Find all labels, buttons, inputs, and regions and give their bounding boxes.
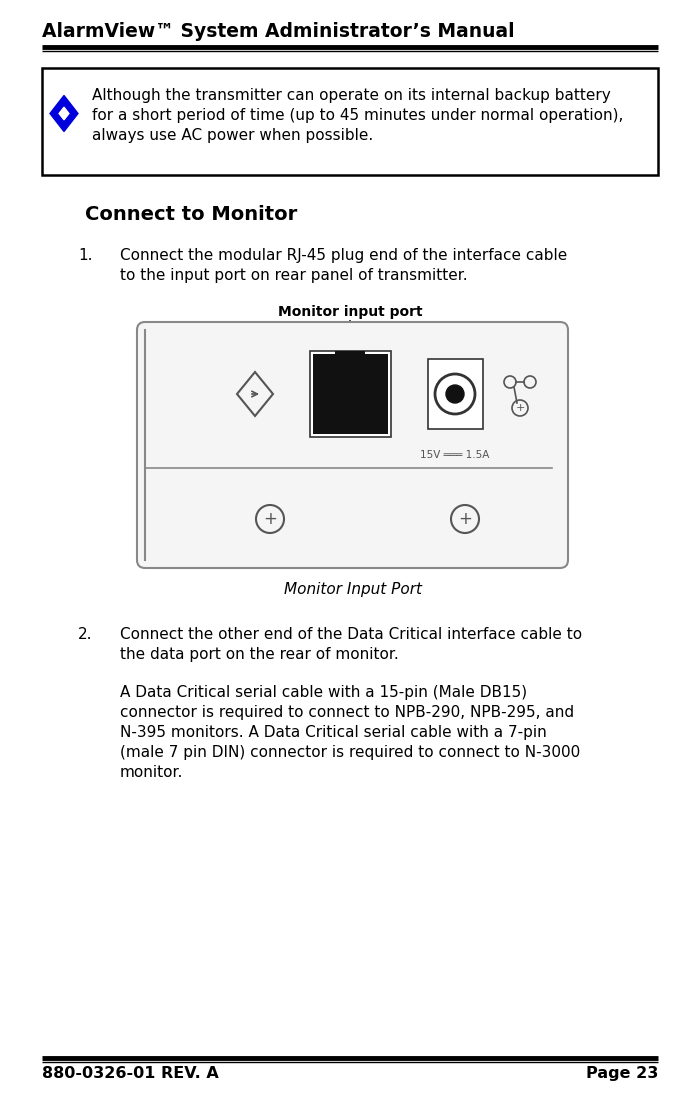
Text: 880-0326-01 REV. A: 880-0326-01 REV. A	[42, 1066, 218, 1081]
Text: always use AC power when possible.: always use AC power when possible.	[92, 128, 373, 142]
Text: Monitor input port: Monitor input port	[278, 305, 422, 319]
Text: 1.: 1.	[78, 248, 92, 263]
Text: AlarmView™ System Administrator’s Manual: AlarmView™ System Administrator’s Manual	[42, 22, 514, 41]
Text: (male 7 pin DIN) connector is required to connect to N-3000: (male 7 pin DIN) connector is required t…	[120, 745, 580, 760]
Polygon shape	[59, 107, 69, 119]
Text: the data port on the rear of monitor.: the data port on the rear of monitor.	[120, 647, 399, 662]
Text: Connect the modular RJ-45 plug end of the interface cable: Connect the modular RJ-45 plug end of th…	[120, 248, 567, 263]
Text: Although the transmitter can operate on its internal backup battery: Although the transmitter can operate on …	[92, 88, 610, 103]
Text: +: +	[263, 510, 277, 528]
Text: 2.: 2.	[78, 627, 92, 642]
Text: Monitor Input Port: Monitor Input Port	[284, 582, 421, 597]
Text: +: +	[458, 510, 472, 528]
Bar	[335, 351, 365, 369]
Text: Page 23: Page 23	[586, 1066, 658, 1081]
Text: connector is required to connect to NPB-290, NPB-295, and: connector is required to connect to NPB-…	[120, 705, 574, 720]
Bar	[312, 354, 388, 434]
FancyBboxPatch shape	[137, 322, 568, 568]
Text: to the input port on rear panel of transmitter.: to the input port on rear panel of trans…	[120, 269, 468, 283]
Text: 15V ═══ 1.5A: 15V ═══ 1.5A	[420, 450, 490, 460]
Circle shape	[446, 385, 464, 403]
Text: N-395 monitors. A Data Critical serial cable with a 7-pin: N-395 monitors. A Data Critical serial c…	[120, 724, 547, 740]
Text: Connect the other end of the Data Critical interface cable to: Connect the other end of the Data Critic…	[120, 627, 582, 642]
Text: monitor.: monitor.	[120, 765, 183, 780]
Text: A Data Critical serial cable with a 15-pin (Male DB15): A Data Critical serial cable with a 15-p…	[120, 685, 527, 700]
Bar	[309, 351, 391, 437]
Bar	[428, 359, 482, 429]
Text: for a short period of time (up to 45 minutes under normal operation),: for a short period of time (up to 45 min…	[92, 109, 624, 123]
Text: Connect to Monitor: Connect to Monitor	[85, 205, 298, 224]
Text: +: +	[515, 403, 525, 413]
Polygon shape	[50, 95, 78, 132]
FancyBboxPatch shape	[42, 68, 658, 175]
